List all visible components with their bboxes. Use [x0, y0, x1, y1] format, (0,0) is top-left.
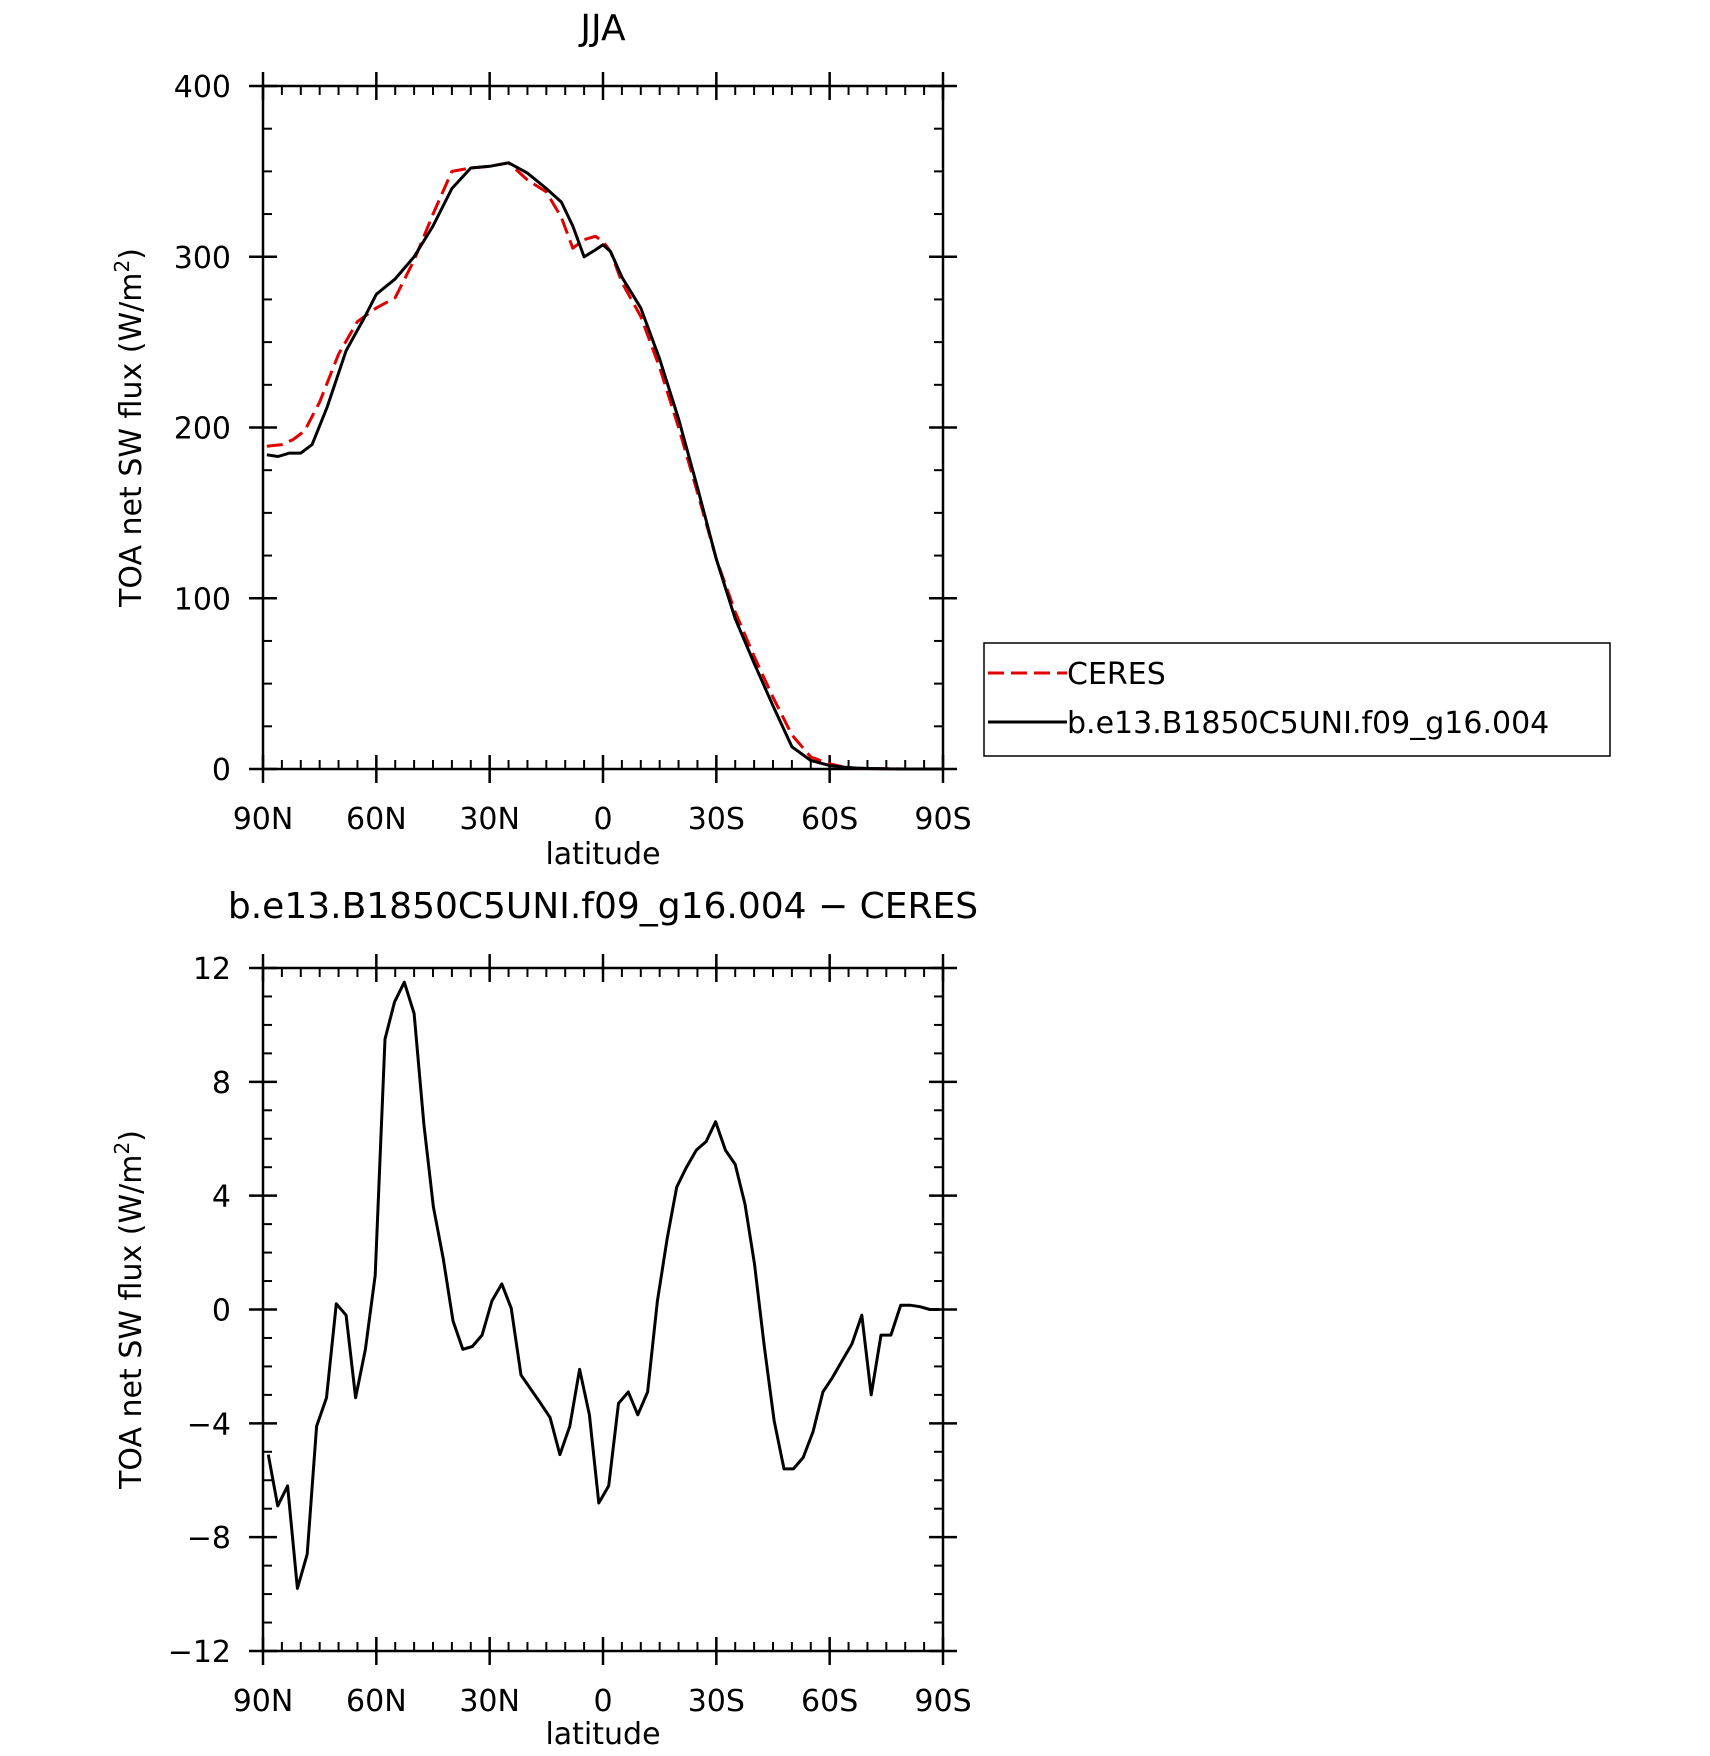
- x-axis-label: latitude: [545, 1717, 660, 1752]
- y-tick-label: 8: [212, 1066, 231, 1101]
- x-tick-label: 90S: [914, 802, 971, 837]
- series-line-model: [266, 161, 943, 771]
- y-axis-label: TOA net SW flux (W/m2): [110, 1130, 149, 1490]
- y-axis-label-superscript: 2: [110, 1142, 134, 1155]
- y-tick-label: −8: [187, 1521, 231, 1556]
- y-tick-label: 200: [174, 412, 231, 447]
- y-axis-label-text: TOA net SW flux (W/m: [114, 273, 149, 608]
- bottom-panel-difference: b.e13.B1850C5UNI.f09_g16.004 − CERES 90N 6…: [110, 886, 978, 1752]
- y-tick-label: −12: [168, 1635, 231, 1670]
- series-line-ceres: [266, 161, 943, 771]
- y-tick-label: 12: [193, 952, 231, 987]
- y-tick-label: −4: [187, 1407, 231, 1442]
- x-tick-label: 30S: [688, 1684, 745, 1719]
- y-axis-label: TOA net SW flux (W/m2): [110, 248, 149, 608]
- x-axis-label: latitude: [545, 837, 660, 872]
- legend-box: [983, 642, 1611, 757]
- y-tick-label: 100: [174, 582, 231, 617]
- top-panel-jja: JJA 90N 60N 30N 0 30S 60S 90S 0 100 200 300 400 latit…: [110, 8, 972, 872]
- y-axis-label-tail: ): [114, 1130, 149, 1142]
- x-tick-label: 60S: [801, 802, 858, 837]
- legend: CERES b.e13.B1850C5UNI.f09_g16.004: [983, 642, 1611, 757]
- x-tick-label: 60N: [346, 1684, 407, 1719]
- legend-label: b.e13.B1850C5UNI.f09_g16.004: [1067, 706, 1549, 741]
- y-axis-label-superscript: 2: [110, 260, 134, 273]
- chart-title: b.e13.B1850C5UNI.f09_g16.004 − CERES: [228, 886, 978, 927]
- x-tick-label: 60S: [801, 1684, 858, 1719]
- x-tick-label: 30S: [688, 802, 745, 837]
- y-tick-label: 0: [212, 753, 231, 788]
- series-line-model: [266, 980, 940, 1590]
- y-tick-label: 300: [174, 241, 231, 276]
- plot-frame: [261, 84, 945, 771]
- plot-frame: [261, 966, 945, 1653]
- y-axis-label-text: TOA net SW flux (W/m: [114, 1155, 149, 1490]
- x-tick-label: 90N: [233, 802, 294, 837]
- x-tick-label: 60N: [346, 802, 407, 837]
- x-tick-label: 30N: [459, 802, 520, 837]
- x-tick-label: 0: [593, 1684, 612, 1719]
- x-tick-label: 90S: [914, 1684, 971, 1719]
- chart-title: JJA: [578, 8, 626, 49]
- x-tick-label: 30N: [459, 1684, 520, 1719]
- y-tick-label: 0: [212, 1294, 231, 1329]
- y-tick-label: 4: [212, 1180, 231, 1215]
- y-tick-label: 400: [174, 70, 231, 105]
- legend-label: CERES: [1067, 657, 1166, 692]
- x-tick-label: 90N: [233, 1684, 294, 1719]
- x-tick-label: 0: [593, 802, 612, 837]
- y-axis-label-tail: ): [114, 248, 149, 260]
